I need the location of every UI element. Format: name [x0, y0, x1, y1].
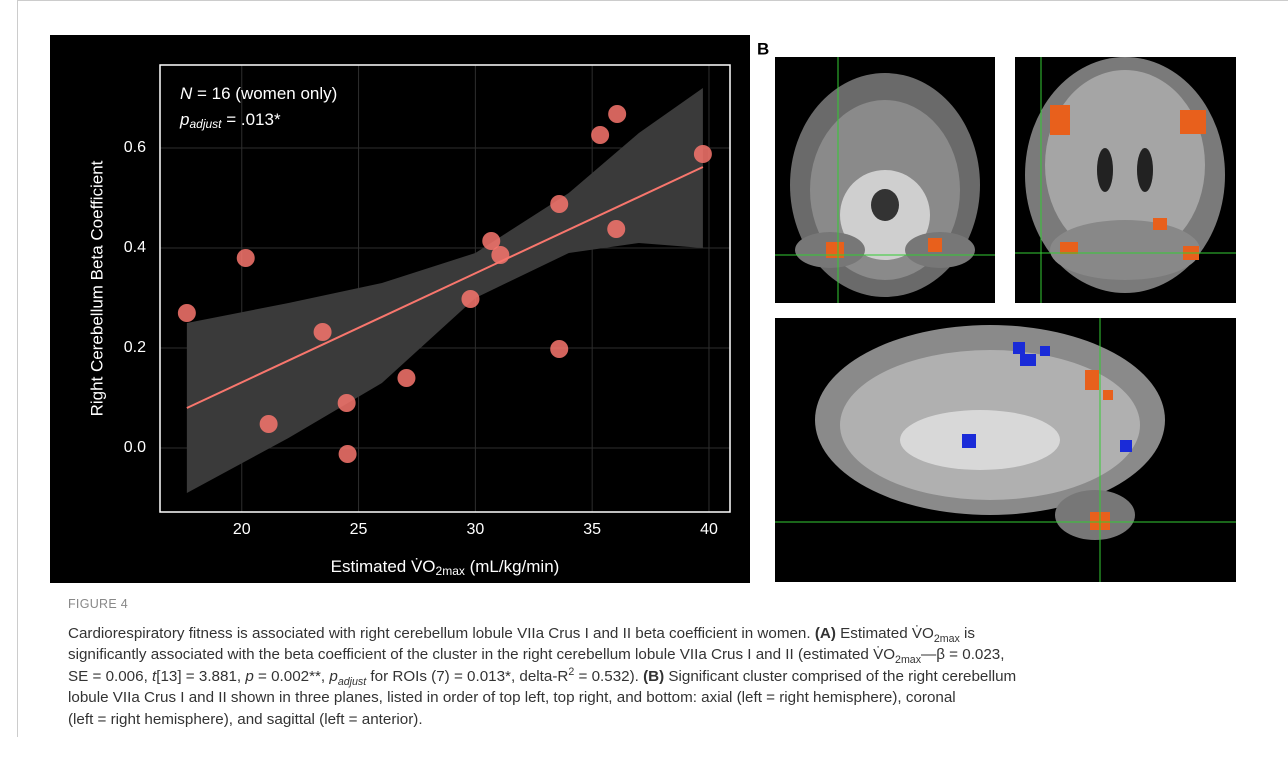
point: [550, 195, 568, 213]
panel-label: B: [757, 39, 769, 58]
x-tick-label: 20: [233, 521, 251, 538]
t: Significant cluster comprised of the rig…: [664, 668, 1016, 685]
t: significantly associated with the beta c…: [68, 646, 895, 663]
t: is: [960, 625, 975, 642]
t: = 0.532).: [574, 668, 643, 685]
caption-line: lobule VIIa Crus I and II shown in three…: [68, 687, 1283, 709]
caption-line: (left = right hemisphere), and sagittal …: [68, 709, 1283, 731]
point: [338, 394, 356, 412]
t: Cardiorespiratory fitness is associated …: [68, 625, 815, 642]
point: [550, 340, 568, 358]
caption: FIGURE 4 Cardiorespiratory fitness is as…: [68, 594, 1283, 730]
t: 2max: [895, 654, 921, 666]
t: for ROIs (7) = 0.013*, delta-R: [366, 668, 568, 685]
t: 2max: [934, 633, 960, 645]
t: SE = 0.006,: [68, 668, 152, 685]
t: (left = right hemisphere), and sagittal …: [68, 711, 423, 728]
point: [397, 369, 415, 387]
t: Estimated V̇O: [836, 625, 934, 642]
annotation-part: = 16 (women only): [192, 84, 337, 103]
point: [694, 145, 712, 163]
panel-label: A: [60, 39, 72, 58]
coronal-image: [1015, 57, 1236, 303]
annotation-part: p: [179, 110, 189, 129]
x-tick-label: 35: [583, 521, 601, 538]
y-tick-label: 0.4: [124, 239, 146, 256]
x-tick-label: 40: [700, 521, 718, 538]
t: —β = 0.023,: [921, 646, 1004, 663]
annotation-part: adjust: [189, 117, 222, 131]
axial-image: [775, 57, 995, 303]
t: (B): [643, 668, 664, 685]
page: A B 0.0 0.2 0.4 0.6 20 25 30 35 40 N = 16 (women …: [0, 0, 1288, 769]
point: [607, 220, 625, 238]
y-axis-label: Right Cerebellum Beta Coefficient: [87, 160, 106, 416]
x-axis-label-part: Estimated V̇O: [331, 557, 436, 576]
t: [13] = 3.881,: [156, 668, 245, 685]
point: [591, 126, 609, 144]
t: adjust: [338, 676, 366, 688]
caption-line: SE = 0.006, t[13] = 3.881, p = 0.002**, …: [68, 666, 1283, 688]
y-tick-label: 0.6: [124, 139, 146, 156]
x-axis-label-part: (mL/kg/min): [465, 557, 559, 576]
y-tick-label: 0.2: [124, 339, 146, 356]
point: [461, 290, 479, 308]
point: [339, 445, 357, 463]
annotation-part: N: [180, 84, 193, 103]
point: [491, 246, 509, 264]
t: p: [245, 668, 253, 685]
point: [314, 323, 332, 341]
y-tick-label: 0.0: [124, 439, 146, 456]
figure: A B 0.0 0.2 0.4 0.6 20 25 30 35 40 N = 16 (women …: [0, 0, 1288, 592]
point: [608, 105, 626, 123]
t: = 0.002**,: [254, 668, 330, 685]
t: p: [329, 668, 337, 685]
point: [237, 249, 255, 267]
point: [178, 304, 196, 322]
annotation-part: = .013*: [222, 110, 281, 129]
t: lobule VIIa Crus I and II shown in three…: [68, 689, 956, 706]
t: (A): [815, 625, 836, 642]
point: [260, 415, 278, 433]
figure-label: FIGURE 4: [68, 594, 1283, 616]
x-tick-label: 30: [466, 521, 484, 538]
x-tick-label: 25: [350, 521, 368, 538]
sagittal-image: [775, 318, 1236, 582]
x-axis-label-part: 2max: [436, 564, 465, 578]
annotation: N = 16 (women only): [180, 84, 337, 103]
caption-line: Cardiorespiratory fitness is associated …: [68, 623, 1283, 645]
caption-line: significantly associated with the beta c…: [68, 644, 1283, 666]
